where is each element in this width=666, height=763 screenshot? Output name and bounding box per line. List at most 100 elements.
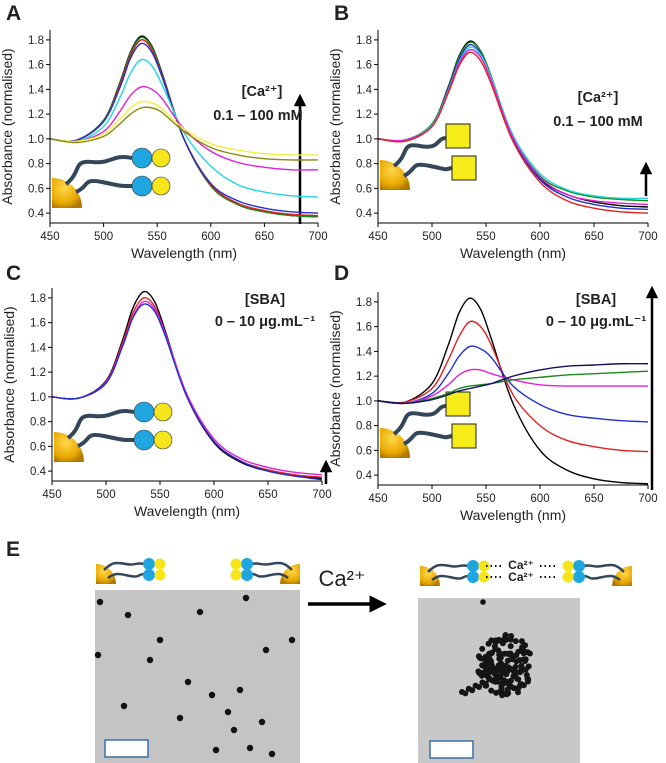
- nanoparticle: [230, 726, 238, 734]
- y-tick-label: 0.8: [30, 417, 46, 429]
- nanoparticle: [236, 686, 244, 694]
- nanoparticle: [482, 653, 489, 660]
- spectrum-line: [49, 42, 319, 214]
- nanoparticle: [94, 651, 102, 659]
- x-tick-label: 500: [96, 489, 115, 501]
- nanoparticle: [246, 744, 254, 752]
- y-tick-label: 1.6: [28, 60, 44, 72]
- nanoparticle: [514, 675, 521, 682]
- inset-schematic: [50, 146, 172, 210]
- y-tick-label: 1.8: [356, 297, 372, 309]
- y-tick-label: 0.4: [28, 208, 45, 220]
- spectrum-line: [49, 100, 319, 156]
- y-tick-label: 0.6: [28, 183, 44, 195]
- x-tick-label: 600: [530, 231, 549, 243]
- x-axis-label: Wavelength (nm): [460, 507, 566, 523]
- x-tick-label: 650: [258, 489, 277, 501]
- spectrum-line: [49, 58, 319, 198]
- x-tick-label: 700: [638, 231, 657, 243]
- nanoparticle: [499, 680, 506, 687]
- y-tick-label: 0.8: [356, 159, 372, 171]
- y-tick-label: 1.0: [28, 134, 44, 146]
- nanoparticle: [510, 668, 517, 675]
- nanoparticle: [469, 687, 476, 694]
- nanoparticle: [502, 632, 509, 638]
- x-tick-label: 450: [368, 231, 387, 243]
- nanoparticle: [196, 608, 204, 616]
- bond-label: Ca²⁺: [508, 558, 534, 572]
- panel-letter: B: [334, 2, 349, 25]
- spectrum-line: [377, 345, 649, 423]
- x-tick-label: 450: [368, 493, 387, 505]
- spectrum-line: [377, 370, 649, 405]
- nanoparticle: [124, 611, 132, 619]
- annotation: [Ca²⁺]: [578, 90, 619, 106]
- nanoparticle: [482, 658, 489, 665]
- panel-letter: C: [6, 262, 21, 285]
- x-tick-label: 700: [312, 489, 331, 501]
- nanoparticle: [482, 668, 489, 675]
- nanoparticle: [488, 687, 495, 694]
- nanoparticle: [507, 677, 514, 684]
- x-tick-label: 550: [476, 231, 495, 243]
- nanoparticle: [476, 684, 482, 690]
- annotation: 0.1 – 100 mM: [213, 108, 302, 124]
- x-tick-label: 600: [201, 231, 220, 243]
- x-tick-label: 650: [584, 231, 603, 243]
- nanoparticle: [212, 746, 220, 754]
- y-tick-label: 1.2: [28, 109, 44, 121]
- nanoparticle: [498, 685, 505, 692]
- nanoparticle: [482, 680, 489, 687]
- nanoparticle: [258, 718, 266, 726]
- nanoparticle: [242, 594, 250, 602]
- nanoparticle: [522, 642, 529, 649]
- y-tick-label: 1.0: [356, 396, 372, 408]
- spectrum-line: [49, 39, 319, 217]
- nanoparticle: [523, 672, 530, 678]
- nanoparticles: [94, 594, 533, 758]
- nanoparticle: [518, 666, 525, 673]
- x-tick-label: 500: [422, 231, 441, 243]
- panel-letter: E: [6, 538, 20, 561]
- nanoparticle: [208, 691, 216, 699]
- nanoparticle: [507, 650, 514, 657]
- y-tick-label: 0.4: [356, 470, 373, 482]
- y-tick-label: 1.2: [30, 367, 46, 379]
- nanoparticle: [462, 690, 469, 697]
- nanoparticle: [485, 640, 492, 647]
- x-tick-label: 550: [148, 231, 167, 243]
- annotation: [SBA]: [245, 292, 285, 308]
- y-tick-label: 1.4: [356, 84, 373, 96]
- nanoparticle: [503, 671, 510, 678]
- nanoparticle: [480, 599, 486, 605]
- nanoparticle: [156, 636, 164, 644]
- y-tick-label: 1.8: [30, 293, 46, 305]
- inset-schematic: [378, 122, 478, 192]
- tem-image: [95, 590, 300, 763]
- nanoparticle: [512, 638, 519, 645]
- y-tick-label: 0.4: [356, 208, 373, 220]
- nanoparticle: [515, 689, 521, 696]
- y-tick-label: 1.6: [356, 60, 372, 72]
- nanoparticle: [184, 678, 192, 686]
- x-tick-label: 700: [638, 493, 657, 505]
- spectrum-line: [377, 368, 648, 405]
- nanoparticle: [518, 638, 525, 645]
- nanoparticle: [499, 692, 506, 699]
- nanoparticle: [224, 708, 232, 716]
- y-tick-label: 0.4: [30, 466, 47, 478]
- nanoparticle: [120, 702, 128, 710]
- panel-letter: A: [6, 2, 21, 25]
- y-tick-label: 1.8: [356, 35, 372, 47]
- x-tick-label: 650: [255, 231, 274, 243]
- y-tick-label: 1.8: [28, 35, 44, 47]
- y-tick-label: 0.6: [356, 183, 372, 195]
- y-tick-label: 1.4: [356, 346, 373, 358]
- spectrum-line: [49, 106, 319, 161]
- x-axis-label: Wavelength (nm): [134, 503, 240, 519]
- y-tick-label: 1.4: [28, 84, 45, 96]
- y-tick-label: 1.0: [30, 392, 46, 404]
- x-tick-label: 500: [94, 231, 113, 243]
- y-tick-label: 1.6: [30, 318, 46, 330]
- nanoparticle: [96, 598, 104, 606]
